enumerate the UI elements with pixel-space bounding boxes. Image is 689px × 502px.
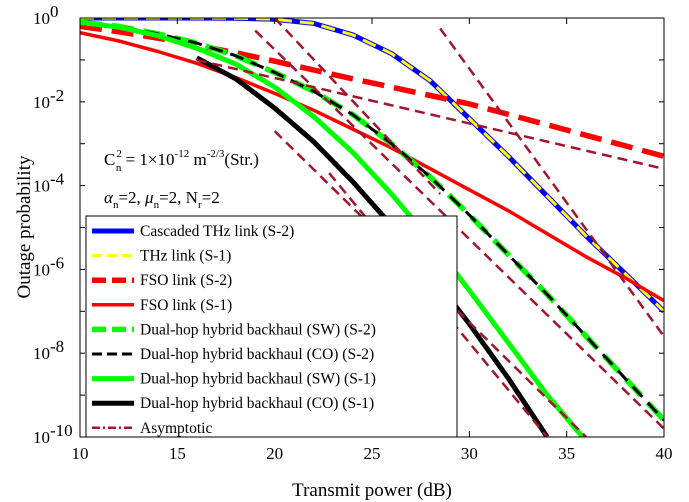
series-line-7 (80, 19, 586, 437)
x-tick-label: 20 (266, 444, 283, 463)
y-tick-label: 10 (33, 177, 50, 196)
x-axis-title: Transmit power (dB) (292, 480, 452, 501)
legend-label-3: FSO link (S-2) (140, 272, 232, 289)
anno-c-sub: n (116, 162, 122, 174)
svg-text:C2n = 1×10-12 m-2/3(Str.): C2 n = 1×10-12 m-2/3(Str.) (104, 148, 259, 174)
anno-alpha: α (104, 188, 114, 207)
legend-box (85, 215, 458, 438)
anno-unit: m (189, 150, 206, 169)
y-tick-exponent: -4 (50, 170, 65, 189)
anno-n-sub: r (198, 199, 202, 211)
anno-c-sup: 2 (116, 148, 122, 160)
series-line-8 (195, 55, 550, 437)
y-tick-exponent: -8 (50, 337, 64, 356)
y-tick-label: 10 (33, 344, 50, 363)
y-tick-label: 10 (33, 260, 50, 279)
annotation-parameters: αn=2, μn=2, Nr=2 (104, 188, 220, 211)
y-tick-exponent: -6 (50, 253, 64, 272)
y-tick-label: 10 (33, 9, 50, 28)
y-tick-exponent: -10 (50, 421, 73, 440)
legend-label-5: Dual-hop hybrid backhaul (SW) (S-2) (140, 321, 376, 338)
x-tick-label: 10 (72, 444, 89, 463)
legend-label-1: Cascaded THz link (S-2) (140, 223, 294, 240)
legend-label-2: THz link (S-1) (140, 248, 231, 265)
series-line-4 (80, 30, 664, 303)
anno-exp: -12 (175, 148, 190, 160)
x-tick-label: 30 (461, 444, 478, 463)
y-tick-exponent: 0 (50, 2, 59, 21)
legend-label-8: Dual-hop hybrid backhaul (CO) (S-1) (140, 395, 374, 412)
x-tick-label: 25 (364, 444, 381, 463)
asymptote-line-5 (273, 130, 588, 437)
anno-n-val: =2 (202, 188, 220, 207)
anno-alpha-val: =2, (118, 188, 145, 207)
anno-alpha-sub: n (113, 199, 119, 211)
anno-mid: = 1×10 (121, 150, 174, 169)
y-axis-title: Outage probability (14, 155, 35, 298)
anno-unit-exp: -2/3 (207, 148, 225, 160)
legend: Cascaded THz link (S-2) THz link (S-1) FSO… (85, 215, 458, 438)
annotation-turbulence: C2 n = 1×10-12 m-2/3(Str.) (104, 148, 259, 174)
legend-label-7: Dual-hop hybrid backhaul (SW) (S-1) (140, 371, 376, 388)
y-tick-label: 10 (33, 93, 50, 112)
x-tick-label: 40 (656, 444, 673, 463)
anno-suffix: (Str.) (224, 150, 258, 169)
tick-layer (79, 17, 665, 438)
anno-mu-val: =2, N (159, 188, 198, 207)
legend-label-9: Asymptotic (140, 420, 212, 437)
anno-c: C (104, 150, 115, 169)
y-tick-label: 10 (33, 428, 50, 447)
legend-label-4: FSO link (S-1) (140, 297, 232, 314)
y-tick-exponent: -2 (50, 86, 64, 105)
anno-mu-sub: n (154, 199, 160, 211)
asymptote-line-1 (273, 18, 442, 195)
svg-text:αn=2, μn=2, Nr=2: αn=2, μn=2, Nr=2 (104, 188, 220, 211)
series-line-6 (80, 20, 664, 422)
anno-mu: μ (144, 188, 154, 207)
x-tick-label: 15 (169, 444, 186, 463)
legend-label-6: Dual-hop hybrid backhaul (CO) (S-2) (140, 346, 374, 363)
x-tick-label: 35 (558, 444, 575, 463)
